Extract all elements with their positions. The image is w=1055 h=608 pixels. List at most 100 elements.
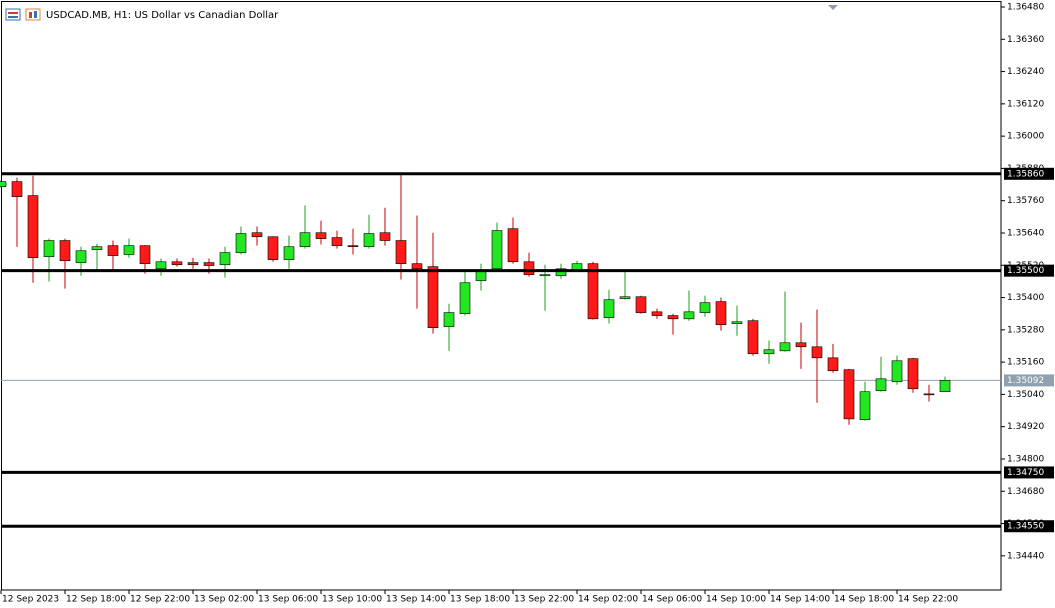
icon xyxy=(25,8,41,21)
candle-body xyxy=(667,315,679,320)
level-label-box xyxy=(1004,466,1054,479)
icon xyxy=(8,12,18,14)
candle-body xyxy=(459,282,471,314)
x-tick-label: 13 Sep 22:00 xyxy=(514,595,574,605)
candle-body xyxy=(59,240,71,261)
candle-body xyxy=(75,250,87,263)
candle-body xyxy=(107,245,119,256)
x-tick-label: 13 Sep 06:00 xyxy=(258,595,318,605)
x-tick-label: 12 Sep 18:00 xyxy=(66,595,126,605)
icon xyxy=(34,11,37,18)
candle-body xyxy=(827,357,839,372)
candle-body xyxy=(763,349,775,355)
candle-body xyxy=(731,321,743,324)
x-tick-label: 14 Sep 22:00 xyxy=(898,595,958,605)
candle-body xyxy=(315,232,327,239)
shift-marker xyxy=(828,5,838,10)
y-tick-label: 1.35040 xyxy=(1007,390,1044,400)
candle-body xyxy=(939,380,951,393)
y-tick-label: 1.35640 xyxy=(1007,228,1044,238)
candle-body xyxy=(779,342,791,352)
candle-body xyxy=(875,378,887,391)
candle-body xyxy=(507,228,519,263)
candle-body xyxy=(267,236,279,260)
candle-body xyxy=(571,263,583,270)
candle-body xyxy=(699,302,711,313)
level-label: 1.35500 xyxy=(1007,266,1044,276)
candle-body xyxy=(27,195,39,259)
level-label: 1.34750 xyxy=(1007,468,1044,478)
y-tick-label: 1.36120 xyxy=(1007,99,1044,109)
x-tick-label: 14 Sep 10:00 xyxy=(706,595,766,605)
candle-body xyxy=(843,369,855,420)
candle-body xyxy=(91,246,103,250)
x-tick-label: 12 Sep 2023 xyxy=(2,595,59,605)
chart-title: USDCAD.MB, H1: US Dollar vs Canadian Dol… xyxy=(46,10,279,21)
candle-body xyxy=(619,296,631,299)
candle-body xyxy=(0,181,7,188)
candle-body xyxy=(635,296,647,313)
candle-body xyxy=(139,245,151,264)
candle-body xyxy=(171,261,183,266)
candle-body xyxy=(859,391,871,420)
candle-body xyxy=(891,360,903,383)
candle-body xyxy=(299,232,311,248)
icon xyxy=(8,16,18,18)
icon xyxy=(5,8,21,21)
x-tick-label: 14 Sep 14:00 xyxy=(770,595,830,605)
candle-body xyxy=(251,232,263,238)
y-tick-label: 1.36240 xyxy=(1007,67,1044,77)
plot-border xyxy=(1,1,1002,591)
y-tick-label: 1.35280 xyxy=(1007,325,1044,335)
x-tick-label: 13 Sep 18:00 xyxy=(450,595,510,605)
candle-body xyxy=(155,261,167,270)
candle-body xyxy=(539,274,551,277)
candle-body xyxy=(587,263,599,320)
y-tick-label: 1.34680 xyxy=(1007,487,1044,497)
y-tick-label: 1.36480 xyxy=(1007,2,1044,12)
level-label: 1.35860 xyxy=(1007,169,1044,179)
candle-body xyxy=(379,232,391,241)
icon xyxy=(29,12,32,18)
level-label-box xyxy=(1004,167,1054,180)
y-tick-label: 1.34920 xyxy=(1007,422,1044,432)
candle-body xyxy=(43,240,55,257)
x-tick-label: 14 Sep 06:00 xyxy=(642,595,702,605)
x-tick-label: 14 Sep 18:00 xyxy=(834,595,894,605)
x-tick-label: 14 Sep 02:00 xyxy=(578,595,638,605)
current-price-label: 1.35092 xyxy=(1007,376,1044,386)
candle-body xyxy=(443,312,455,327)
candle-body xyxy=(11,181,23,197)
y-tick-label: 1.36360 xyxy=(1007,35,1044,45)
y-tick-label: 1.35160 xyxy=(1007,358,1044,368)
level-label: 1.34550 xyxy=(1007,522,1044,532)
x-tick-label: 13 Sep 10:00 xyxy=(322,595,382,605)
x-tick-label: 13 Sep 02:00 xyxy=(194,595,254,605)
x-tick-label: 12 Sep 22:00 xyxy=(130,595,190,605)
y-tick-label: 1.34440 xyxy=(1007,551,1044,561)
candle-body xyxy=(747,320,759,355)
y-tick-label: 1.34800 xyxy=(1007,454,1044,464)
candle-body xyxy=(187,262,199,266)
y-tick-label: 1.35400 xyxy=(1007,293,1044,303)
candle-body xyxy=(283,246,295,260)
candle-body xyxy=(491,230,503,270)
candle-body xyxy=(331,237,343,246)
candle-body xyxy=(475,271,487,281)
candle-body xyxy=(795,342,807,348)
candle-body xyxy=(395,240,407,264)
candle-body xyxy=(347,245,359,248)
x-tick-label: 13 Sep 14:00 xyxy=(386,595,446,605)
y-tick-label: 1.35760 xyxy=(1007,196,1044,206)
current-price-box xyxy=(1004,374,1054,387)
candle-body xyxy=(683,311,695,320)
candle-body xyxy=(123,245,135,255)
candle-body xyxy=(363,233,375,248)
candle-body xyxy=(603,299,615,319)
level-label-box xyxy=(1004,264,1054,277)
candle-body xyxy=(923,393,935,396)
candle-body xyxy=(651,311,663,316)
